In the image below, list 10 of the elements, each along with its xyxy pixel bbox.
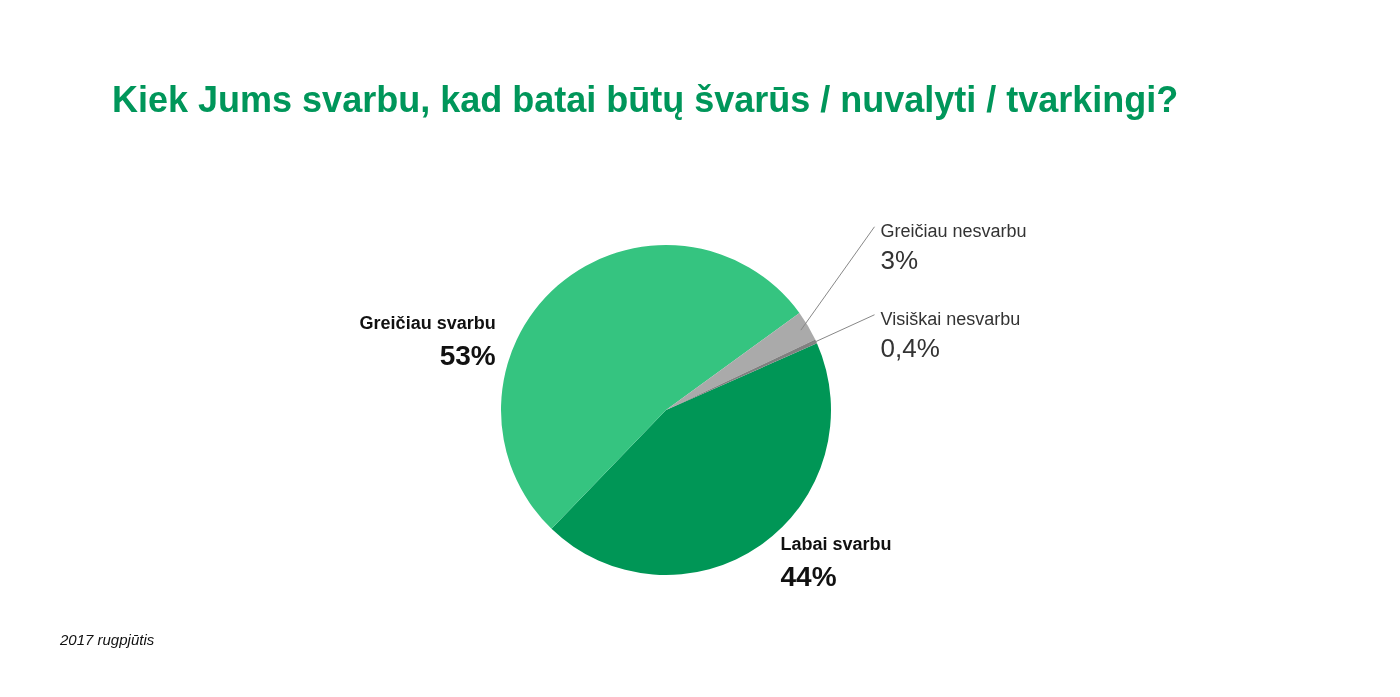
slice-label: Greičiau svarbu: [359, 313, 496, 334]
data-label: 44%: [780, 560, 837, 592]
text: 2017 rugpjūtis: [59, 631, 155, 648]
data-label: 53%: [439, 340, 496, 372]
data-label: 3%: [880, 244, 919, 275]
slice-label: Visiškai nesvarbu: [880, 308, 1021, 329]
slice-label: Greičiau nesvarbu: [880, 220, 1027, 241]
data-label: 0,4%: [880, 332, 940, 363]
slice-label: Labai svarbu: [780, 533, 892, 554]
chart-title: Kiek Jums svarbu, kad batai būtų švarūs / nuvalyti / tvarkingi?: [112, 79, 1179, 120]
